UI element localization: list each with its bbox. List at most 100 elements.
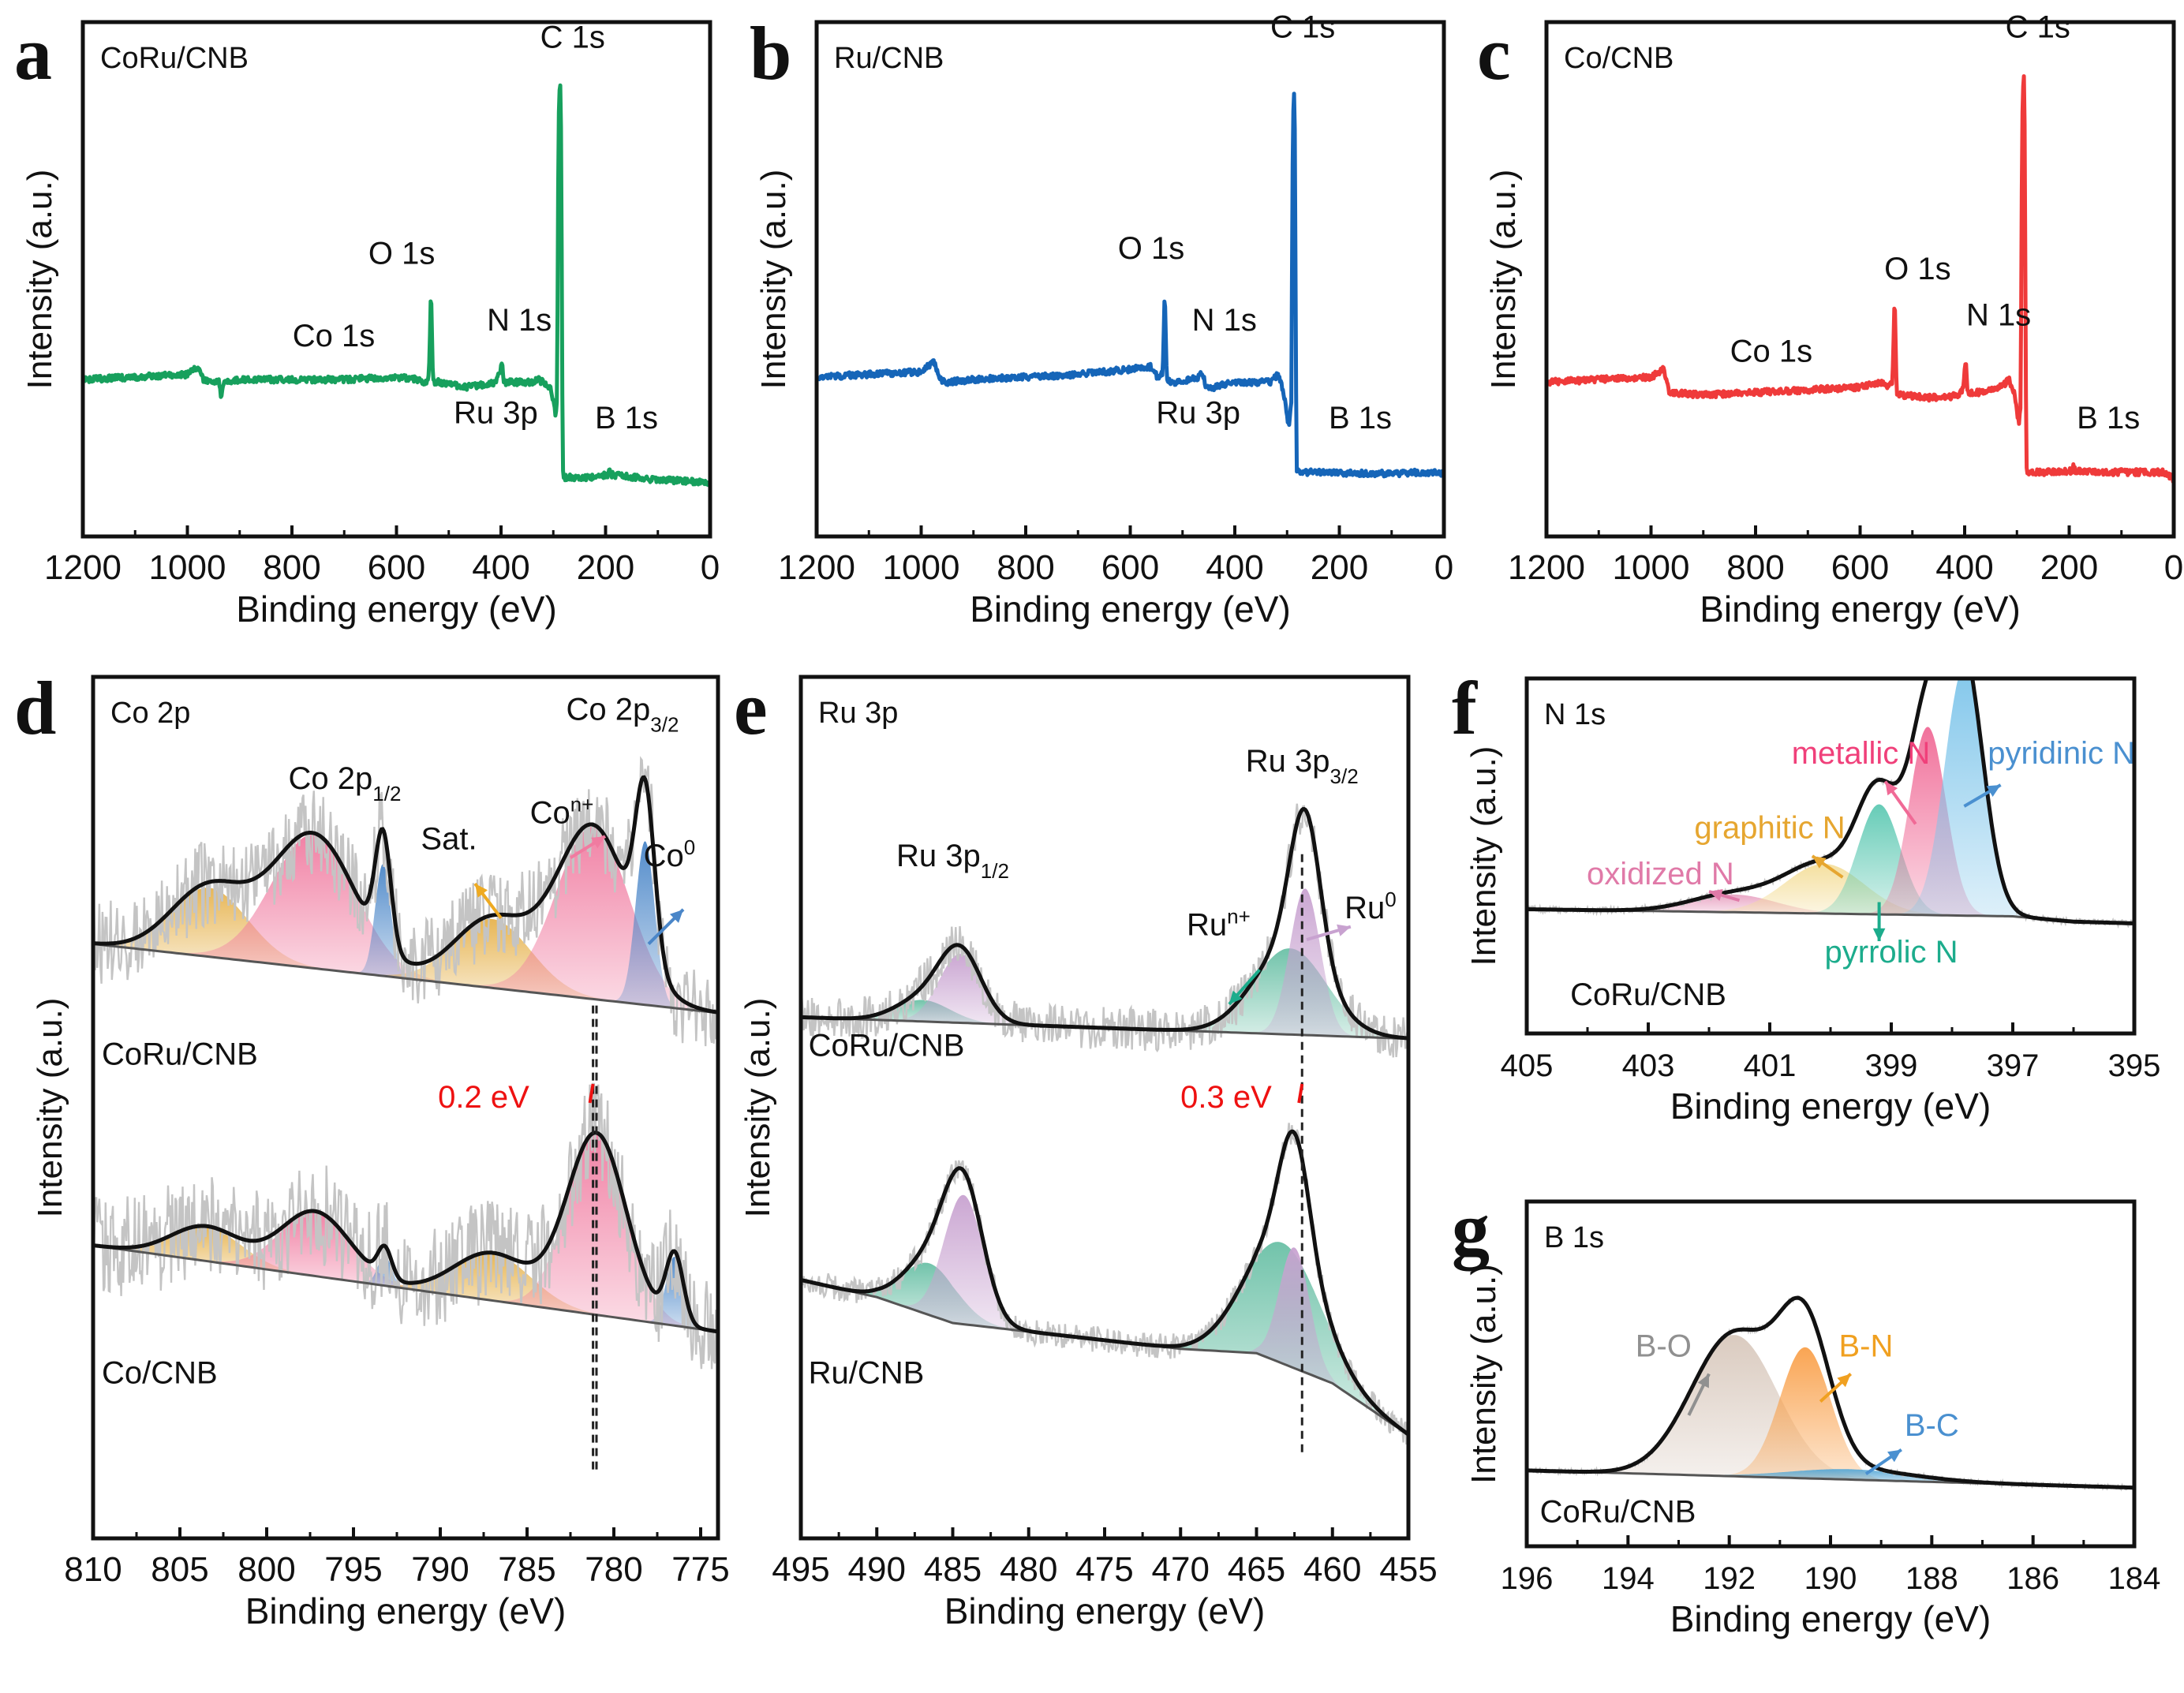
annotation-0: C 1s xyxy=(540,21,605,55)
baseline-line xyxy=(93,943,718,1015)
x-tick-label: 190 xyxy=(1804,1561,1857,1596)
x-tick-label: 403 xyxy=(1622,1048,1675,1083)
fit-peak-g-1 xyxy=(1713,1347,1898,1482)
y-axis-label: Intensity (a.u.) xyxy=(31,998,69,1218)
arrow-head-2 xyxy=(1812,856,1827,869)
x-tick-label: 460 xyxy=(1303,1550,1361,1589)
plot-frame xyxy=(80,20,712,539)
annotation-0: Ru 3p1/2 xyxy=(896,839,1009,883)
x-tick-label: 800 xyxy=(237,1550,295,1589)
raw-data-line xyxy=(93,1082,718,1370)
annotation-4: Ru 3p xyxy=(454,396,538,431)
annotation-3: Co 1s xyxy=(1730,334,1813,368)
x-tick-label: 184 xyxy=(2108,1561,2161,1596)
annotation-3: Ru0 xyxy=(1344,888,1397,925)
panel-letter-b: b xyxy=(750,11,791,95)
envelope-line xyxy=(93,1131,718,1334)
x-axis-label: Binding energy (eV) xyxy=(236,589,557,630)
fit-peak-f-3 xyxy=(1860,727,1996,917)
annotation-5: B 1s xyxy=(595,401,658,435)
annotation-2: N 1s xyxy=(1192,303,1257,338)
survey-line-a xyxy=(83,83,710,488)
annotation-0: C 1s xyxy=(2006,10,2070,45)
x-tick-label: 455 xyxy=(1379,1550,1437,1589)
fit-peak-e-3 xyxy=(1244,1247,1345,1392)
fit-peak-f-4 xyxy=(1890,678,2039,919)
arrow-head-3 xyxy=(1709,889,1723,902)
y-axis-label: Intensity (a.u.) xyxy=(739,998,777,1218)
x-tick-label: 465 xyxy=(1228,1550,1285,1589)
annotation-4: pyrrolic N xyxy=(1825,935,1958,970)
shift-marker xyxy=(1297,1083,1304,1104)
annotation-0: B-O xyxy=(1636,1329,1692,1364)
panel-letter-g: g xyxy=(1452,1187,1490,1271)
fit-peak-e-3 xyxy=(1253,888,1357,1037)
annotation-0: metallic N xyxy=(1792,736,1931,771)
y-axis-label: Intensity (a.u.) xyxy=(1464,746,1503,966)
annotation-2: graphitic N xyxy=(1694,811,1845,846)
plot-area xyxy=(1546,74,2174,484)
annotation-0: Co 2p1/2 xyxy=(289,761,402,805)
x-tick-label: 485 xyxy=(924,1550,982,1589)
x-tick-label: 1000 xyxy=(883,548,960,587)
plot-area xyxy=(817,92,1444,479)
x-tick-label: 400 xyxy=(1935,548,1993,587)
x-tick-label: 400 xyxy=(1206,548,1263,587)
x-tick-label: 475 xyxy=(1075,1550,1133,1589)
arrow-head-1 xyxy=(1337,924,1351,936)
panel-letter-d: d xyxy=(14,666,56,750)
x-tick-label: 186 xyxy=(2006,1561,2059,1596)
sample-label-1: Ru/CNB xyxy=(809,1355,925,1390)
shift-label: 0.3 eV xyxy=(1180,1080,1272,1115)
annotation-2: Run+ xyxy=(1187,905,1251,943)
x-tick-label: 0 xyxy=(2164,548,2183,587)
annotation-3: CoRu/CNB xyxy=(1540,1494,1696,1529)
sample-label-0: CoRu/CNB xyxy=(809,1028,965,1063)
x-axis-label: Binding energy (eV) xyxy=(1700,589,2021,630)
x-tick-label: 0 xyxy=(1434,548,1453,587)
raw-data-line xyxy=(93,756,718,1047)
x-axis-label: Binding energy (eV) xyxy=(245,1590,567,1631)
sample-label: Co/CNB xyxy=(1564,42,1674,75)
x-tick-label: 495 xyxy=(772,1550,829,1589)
plot-frame xyxy=(91,675,720,1541)
panel-title: Co 2p xyxy=(110,697,190,730)
plot-area xyxy=(93,756,718,1370)
sample-label-1: Co/CNB xyxy=(102,1355,218,1390)
arrow-head-2 xyxy=(1887,1449,1902,1463)
annotation-0: C 1s xyxy=(1270,10,1335,45)
x-tick-label: 200 xyxy=(2040,548,2098,587)
x-tick-label: 1200 xyxy=(44,548,122,587)
x-tick-label: 775 xyxy=(671,1550,729,1589)
annotation-2: N 1s xyxy=(487,303,552,338)
sample-label: CoRu/CNB xyxy=(100,42,249,75)
x-tick-label: 397 xyxy=(1987,1048,2040,1083)
panel-e: e CoRu/CNB Ru/CNB 0.3 eV Ru 3p Ru 3p1/2 Ru 3p3… xyxy=(734,666,1438,1631)
x-tick-label: 805 xyxy=(151,1550,208,1589)
x-tick-label: 800 xyxy=(263,548,320,587)
plot-area xyxy=(1527,1295,2134,1492)
x-tick-label: 192 xyxy=(1703,1561,1756,1596)
arrow-head-1 xyxy=(1837,1373,1851,1388)
survey-line-c xyxy=(1546,74,2174,484)
envelope-line xyxy=(93,775,718,1015)
sample-label-0: CoRu/CNB xyxy=(102,1037,258,1071)
x-tick-label: 188 xyxy=(1905,1561,1958,1596)
envelope-line xyxy=(801,1129,1408,1437)
fit-peak-g-2 xyxy=(1677,1469,2025,1485)
shift-marker xyxy=(588,1083,595,1104)
arrow-head-0 xyxy=(1885,781,1898,796)
arrow-head-2 xyxy=(669,909,683,923)
panel-title: N 1s xyxy=(1544,698,1606,731)
x-tick-label: 194 xyxy=(1602,1561,1655,1596)
annotation-1: O 1s xyxy=(1884,252,1950,286)
x-tick-label: 395 xyxy=(2108,1048,2161,1083)
annotation-2: N 1s xyxy=(1966,298,2031,333)
plot-area xyxy=(1527,678,2134,929)
plot-area xyxy=(801,803,1408,1445)
panel-letter-a: a xyxy=(14,11,52,95)
x-tick-label: 600 xyxy=(368,548,425,587)
arrow-head-0 xyxy=(475,884,488,898)
y-axis-label: Intensity (a.u.) xyxy=(754,170,793,390)
envelope-line xyxy=(1527,678,2134,925)
